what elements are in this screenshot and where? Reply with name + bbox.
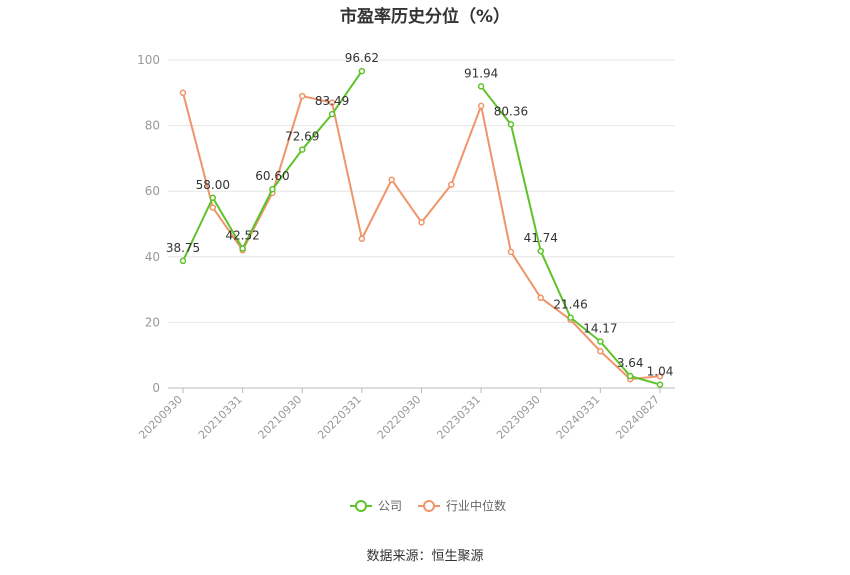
company-data-label: 72.69 [285,130,319,144]
company-data-label: 83.49 [315,94,349,108]
company-data-label: 60.60 [255,169,289,183]
x-tick-label: 20230930 [494,393,543,442]
company-data-label: 38.75 [166,241,200,255]
company-data-label: 91.94 [464,66,498,80]
x-tick-label: 20240331 [554,393,603,442]
industry-point [448,181,455,188]
industry-point [507,248,515,256]
legend-marker-icon [355,500,367,512]
industry-point [179,89,187,97]
company-point [328,110,336,118]
company-point [209,194,217,202]
industry-point [299,92,306,100]
chart-title: 市盈率历史分位（%） [339,7,511,27]
company-point [299,146,306,153]
industry-point [537,294,544,302]
industry-point [388,176,395,183]
company-point [269,185,276,193]
legend-label: 公司 [378,499,402,513]
industry-point [597,348,604,355]
company-data-label: 21.46 [553,298,587,312]
x-tick-label: 20210331 [196,393,245,442]
y-tick-label: 0 [152,381,160,395]
company-point [239,245,246,252]
company-point [597,338,604,345]
industry-point [328,99,336,106]
company-data-label: 58.00 [196,178,230,192]
industry-point [656,372,664,380]
series-lines [179,67,664,388]
company-point [477,83,485,90]
company-point [507,121,515,128]
company-data-label: 1.04 [647,365,674,379]
industry-point [358,235,366,243]
industry-point [418,219,425,226]
x-tick-label: 20200930 [136,393,185,442]
company-data-label: 3.64 [617,356,644,370]
legend[interactable]: 公司 行业中位数 [350,498,506,513]
legend-item-company[interactable]: 公司 [350,499,402,513]
x-tick-label: 20230331 [434,393,483,442]
legend-label: 行业中位数 [446,498,506,513]
data-labels: 38.75 58.00 42.52 60.60 72.69 83.49 96.62 91.94… [166,51,674,379]
industry-point [209,204,217,211]
company-point [656,381,664,388]
y-tick-label: 60 [145,184,160,198]
company-data-label: 14.17 [583,322,617,336]
y-tick-label: 20 [145,315,160,329]
legend-item-industry[interactable]: 行业中位数 [418,498,506,513]
company-point [358,67,366,75]
company-data-label: 96.62 [345,51,379,65]
company-data-label: 42.52 [225,229,259,243]
y-tick-label: 80 [145,119,160,133]
company-data-label: 41.74 [524,231,558,245]
y-tick-label: 100 [137,53,160,67]
x-tick-label: 20220331 [315,393,364,442]
x-tick-label: 20210930 [256,393,305,442]
company-point [537,247,544,255]
company-data-label: 80.36 [494,104,528,118]
y-tick-label: 40 [145,250,160,264]
industry-point [477,102,485,110]
legend-marker-icon [423,500,435,512]
grid-lines [168,59,675,323]
source-note: 数据来源：恒生聚源 [366,549,484,564]
x-tick-label: 20240827 [613,393,662,442]
company-point [626,372,634,380]
x-tick-label: 20220930 [375,393,424,442]
company-point [567,314,574,321]
company-point [179,257,187,265]
